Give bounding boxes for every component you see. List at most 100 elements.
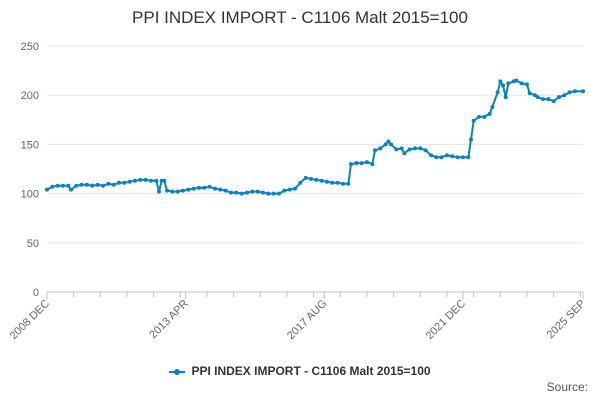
data-point[interactable] (514, 78, 519, 83)
data-point[interactable] (341, 181, 345, 186)
data-point[interactable] (407, 147, 412, 152)
data-point[interactable] (85, 182, 89, 187)
data-point[interactable] (202, 185, 207, 190)
data-point[interactable] (79, 182, 84, 187)
data-point[interactable] (389, 142, 393, 147)
data-point[interactable] (197, 185, 201, 190)
data-point[interactable] (359, 161, 364, 166)
data-point[interactable] (90, 183, 95, 188)
data-point[interactable] (394, 147, 399, 152)
data-point[interactable] (519, 81, 524, 86)
data-point[interactable] (255, 189, 260, 194)
data-point[interactable] (154, 178, 159, 183)
data-point[interactable] (45, 187, 49, 192)
data-point[interactable] (378, 146, 383, 151)
data-point[interactable] (271, 191, 276, 196)
data-point[interactable] (501, 83, 505, 88)
data-point[interactable] (69, 187, 73, 192)
data-point[interactable] (55, 183, 60, 188)
data-point[interactable] (434, 155, 439, 160)
data-point[interactable] (365, 160, 369, 165)
data-point[interactable] (234, 190, 239, 195)
data-point[interactable] (106, 181, 111, 186)
data-point[interactable] (423, 148, 428, 153)
data-point[interactable] (175, 189, 180, 194)
data-point[interactable] (445, 153, 449, 158)
data-point[interactable] (250, 189, 255, 194)
data-point[interactable] (277, 191, 281, 196)
series-line[interactable] (46, 79, 583, 195)
data-point[interactable] (117, 180, 121, 185)
data-point[interactable] (111, 182, 116, 187)
data-point[interactable] (455, 155, 460, 160)
data-point[interactable] (330, 180, 335, 185)
data-point[interactable] (127, 179, 132, 184)
data-point[interactable] (466, 155, 471, 160)
data-point[interactable] (138, 177, 143, 182)
data-point[interactable] (266, 191, 271, 196)
data-point[interactable] (461, 155, 465, 160)
data-point[interactable] (325, 179, 329, 184)
data-point[interactable] (229, 190, 233, 195)
data-point[interactable] (282, 188, 287, 193)
data-point[interactable] (567, 90, 572, 95)
data-point[interactable] (349, 162, 353, 167)
data-point[interactable] (399, 146, 404, 151)
data-point[interactable] (335, 180, 340, 185)
data-point[interactable] (525, 82, 529, 87)
data-point[interactable] (487, 111, 492, 116)
data-point[interactable] (287, 187, 292, 192)
data-point[interactable] (213, 186, 217, 191)
data-point[interactable] (101, 183, 105, 188)
data-point[interactable] (471, 118, 476, 123)
data-point[interactable] (61, 183, 65, 188)
data-point[interactable] (535, 95, 540, 100)
data-point[interactable] (503, 95, 508, 100)
data-point[interactable] (450, 154, 455, 159)
data-point[interactable] (373, 148, 377, 153)
data-point[interactable] (506, 81, 511, 86)
data-point[interactable] (162, 178, 167, 183)
data-point[interactable] (354, 161, 359, 166)
data-point[interactable] (261, 190, 265, 195)
data-point[interactable] (309, 176, 313, 181)
data-point[interactable] (293, 186, 297, 191)
data-point[interactable] (239, 191, 244, 196)
data-point[interactable] (181, 188, 185, 193)
data-point[interactable] (573, 89, 577, 94)
data-point[interactable] (191, 186, 196, 191)
data-point[interactable] (346, 181, 351, 186)
data-point[interactable] (186, 187, 191, 192)
data-point[interactable] (122, 180, 127, 185)
data-point[interactable] (74, 183, 79, 188)
data-point[interactable] (50, 184, 55, 189)
data-point[interactable] (541, 97, 545, 102)
data-point[interactable] (551, 99, 556, 104)
data-point[interactable] (557, 95, 561, 100)
data-point[interactable] (439, 155, 444, 160)
data-point[interactable] (546, 97, 551, 102)
data-point[interactable] (218, 187, 223, 192)
legend[interactable]: PPI INDEX IMPORT - C1106 Malt 2015=100 (0, 364, 600, 378)
data-point[interactable] (207, 184, 212, 189)
data-point[interactable] (490, 105, 495, 110)
data-point[interactable] (469, 137, 473, 142)
data-point[interactable] (386, 139, 391, 144)
data-point[interactable] (66, 183, 71, 188)
data-point[interactable] (319, 178, 324, 183)
data-point[interactable] (383, 142, 388, 147)
data-point[interactable] (527, 91, 532, 96)
data-point[interactable] (413, 146, 417, 151)
data-point[interactable] (143, 177, 148, 182)
data-point[interactable] (402, 151, 407, 156)
data-point[interactable] (223, 188, 228, 193)
data-point[interactable] (418, 146, 423, 151)
data-point[interactable] (165, 188, 169, 193)
data-point[interactable] (482, 114, 487, 119)
data-point[interactable] (170, 189, 175, 194)
data-point[interactable] (303, 175, 308, 180)
data-point[interactable] (245, 190, 249, 195)
data-point[interactable] (581, 89, 585, 94)
data-point[interactable] (149, 178, 153, 183)
data-point[interactable] (429, 153, 433, 158)
